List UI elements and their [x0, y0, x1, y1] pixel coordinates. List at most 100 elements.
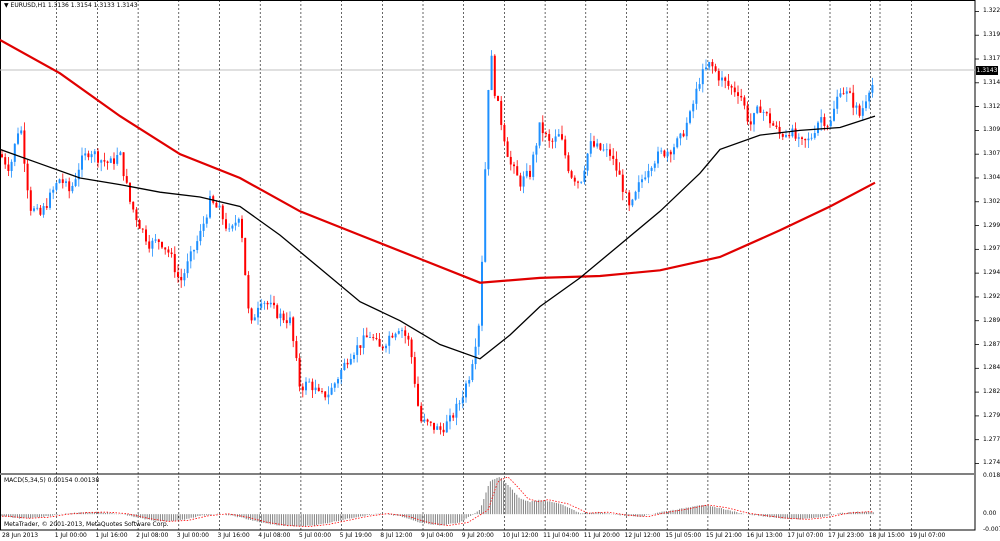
candle-body — [865, 101, 867, 109]
candle-body — [193, 250, 195, 252]
candle-body — [205, 217, 208, 224]
candle-body — [519, 175, 522, 187]
candle-body — [119, 152, 122, 156]
candle-body — [551, 140, 554, 142]
candle-body — [743, 97, 746, 106]
candle-body — [650, 167, 653, 171]
candle-body — [180, 276, 183, 281]
candle-body — [679, 133, 682, 139]
price-tick-label: 1.2870 — [983, 340, 1000, 348]
symbol-info: ▼ EURUSD,H1 1.3136 1.3154 1.3133 1.3143 — [4, 2, 138, 9]
candle-body — [721, 77, 723, 81]
candle-body — [68, 181, 71, 192]
candle-body — [445, 421, 448, 433]
price-tick-label: 1.3070 — [983, 150, 1000, 158]
candle-body — [154, 239, 157, 241]
candle-body — [167, 249, 170, 253]
candle-body — [570, 171, 573, 178]
candle-body — [724, 77, 727, 81]
candle-body — [4, 157, 7, 165]
time-label: 11 Jul 20:00 — [583, 532, 620, 539]
candle-body — [820, 117, 823, 123]
candle-body — [148, 241, 151, 249]
candle-body — [337, 379, 339, 384]
candle-body — [356, 345, 359, 355]
candle-body — [71, 185, 74, 192]
price-tick-label: 1.2745 — [983, 459, 1000, 467]
candle-body — [209, 196, 211, 218]
candle-body — [29, 190, 32, 211]
candle-body — [375, 338, 378, 340]
candle-body — [628, 192, 631, 206]
candle-body — [298, 358, 301, 387]
candle-body — [500, 100, 503, 125]
candle-body — [621, 174, 624, 192]
time-label: 17 Jul 23:00 — [828, 532, 864, 539]
candle-body — [45, 206, 48, 208]
candle-body — [765, 112, 768, 114]
candle-body — [474, 346, 477, 365]
candle-body — [682, 133, 685, 137]
candle-body — [609, 149, 611, 156]
candle-body — [481, 261, 483, 326]
candle-body — [177, 272, 179, 277]
candle-body — [381, 346, 384, 349]
candle-body — [260, 303, 263, 308]
price-tick-label: 1.3195 — [983, 31, 1000, 39]
candle-body — [461, 397, 464, 404]
candle-body — [228, 228, 231, 230]
candle-body — [26, 163, 29, 191]
candle-body — [292, 317, 295, 342]
candle-body — [676, 138, 679, 148]
candle-body — [97, 151, 99, 163]
candle-body — [250, 308, 253, 321]
candle-body — [433, 422, 435, 430]
price-tick-label: 1.2820 — [983, 388, 1000, 396]
candle-body — [106, 161, 109, 163]
price-tick-label: 1.2945 — [983, 269, 1000, 277]
candle-body — [829, 120, 832, 127]
ma-fast-line — [0, 115, 876, 360]
candle-body — [689, 111, 691, 123]
candle-body — [129, 182, 131, 202]
candle-body — [660, 150, 663, 152]
dropdown-triangle-icon[interactable]: ▼ — [4, 2, 9, 9]
candle-body — [756, 106, 759, 114]
price-tick-label: 1.3120 — [983, 102, 1000, 110]
price-tick-label: 1.3145 — [983, 78, 1000, 86]
candle-body — [833, 108, 835, 121]
candle-body — [669, 151, 672, 155]
candle-body — [410, 339, 413, 358]
candle-body — [730, 85, 733, 88]
macd-tick-label: -0.00764 — [983, 526, 1000, 533]
candle-body — [295, 341, 298, 359]
candle-body — [93, 151, 96, 155]
candle-body — [708, 61, 711, 68]
candle-body — [775, 125, 778, 127]
candle-body — [61, 179, 64, 183]
candle-body — [324, 391, 327, 398]
candle-body — [314, 387, 317, 391]
candle-body — [218, 205, 221, 208]
price-tick-label: 1.2895 — [983, 316, 1000, 324]
candle-body — [420, 405, 423, 422]
candle-body — [711, 61, 714, 67]
candle-body — [580, 181, 583, 183]
time-label: 15 Jul 05:00 — [665, 532, 702, 539]
candle-body — [522, 176, 525, 187]
symbol-header: EURUSD,H1 1.3136 1.3154 1.3133 1.3143 — [10, 2, 138, 9]
candle-body — [388, 335, 391, 346]
candle-body — [404, 330, 407, 336]
candle-body — [327, 394, 330, 398]
candle-body — [804, 138, 807, 141]
candle-body — [186, 261, 189, 274]
time-label: 4 Jul 08:00 — [258, 532, 291, 539]
candle-body — [593, 141, 595, 147]
candle-body — [263, 302, 266, 304]
candle-body — [490, 55, 493, 91]
candle-body — [823, 117, 826, 126]
price-candles — [1, 50, 874, 436]
candle-body — [586, 153, 589, 171]
candle-body — [532, 154, 535, 177]
